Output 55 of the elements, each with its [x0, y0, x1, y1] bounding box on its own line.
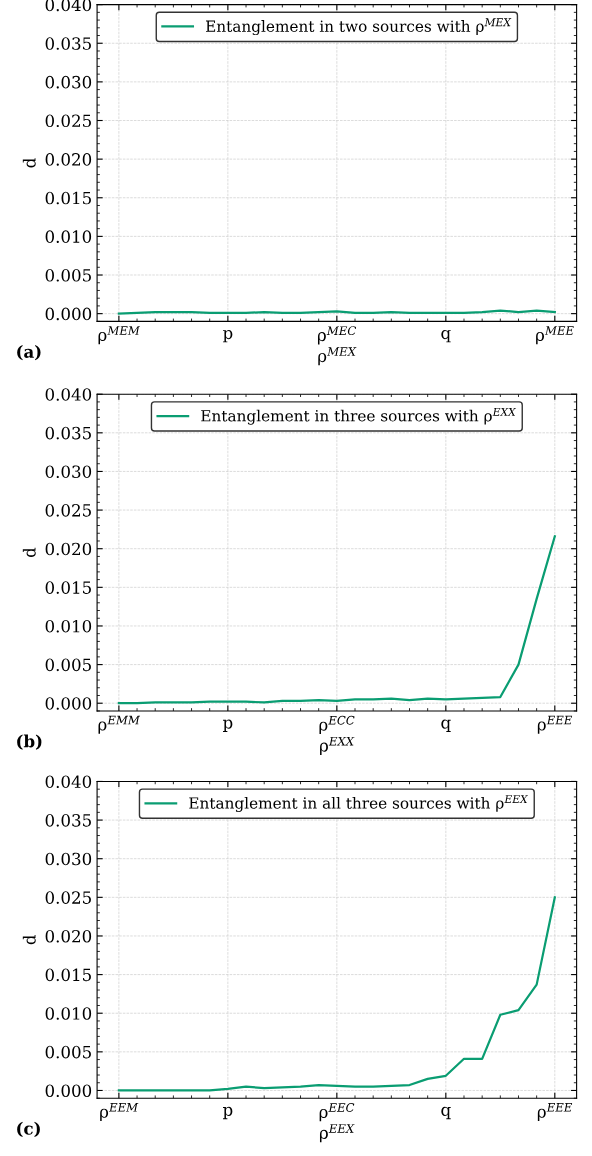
line-series	[117, 535, 556, 705]
y-axis-title: d	[22, 158, 36, 168]
x-tick-label: ρ$^{MEM}$	[98, 326, 141, 345]
text: (c)	[17, 1121, 40, 1138]
y-tick-label: 0.000	[45, 697, 92, 710]
y-tick-label: 0.020	[45, 929, 92, 943]
y-tick-label: 0.030	[45, 75, 92, 89]
y-tick-label: 0.025	[45, 114, 91, 128]
y-axis-title: d	[22, 934, 36, 945]
x-tick-label: ρ$^{EMM}$	[98, 715, 141, 734]
y-tick-label: 0.030	[45, 852, 92, 866]
y-tick-label: 0.040	[45, 775, 92, 789]
legend-label: Entanglement in three sources with ρ$^{EXX}$	[201, 407, 517, 425]
x-tick-label: ρ$^{MEE}$	[536, 326, 574, 345]
legend-label: Entanglement in all three sources with ρ$^{EEX}$	[189, 795, 529, 812]
x-tick-label: ρ$^{EEC}$	[319, 1103, 355, 1122]
y-tick-label: 0.015	[45, 581, 91, 594]
y-tick-label: 0.010	[45, 1007, 92, 1020]
x-tick-label: p	[223, 330, 233, 343]
y-tick-label: 0.005	[45, 268, 91, 282]
x-tick-label: p	[223, 1106, 233, 1120]
x-tick-label: p	[223, 719, 233, 732]
x-tick-label: ρ$^{EEM}$	[100, 1103, 139, 1122]
y-tick-label: 0.040	[45, 388, 92, 401]
x-tick-label: q	[441, 330, 451, 343]
y-tick-label: 0.005	[45, 1045, 91, 1059]
y-axis-title: d	[22, 547, 36, 558]
x-tick-label: ρ$^{EEE}$	[537, 715, 573, 734]
y-tick-label: 0.000	[45, 307, 92, 321]
y-tick-label: 0.000	[45, 1084, 92, 1098]
x-tick-label: ρ$^{ECC}$	[319, 715, 355, 734]
text: (a)	[17, 344, 41, 361]
y-tick-label: 0.035	[45, 37, 91, 50]
y-tick-label: 0.020	[45, 153, 92, 166]
y-tick-label: 0.005	[45, 658, 91, 672]
x-axis-title: ρ$^{MEX}$	[318, 347, 357, 366]
y-tick-label: 0.025	[45, 891, 91, 904]
y-tick-label: 0.015	[45, 191, 91, 205]
x-axis-title: ρ$^{EEX}$	[319, 1124, 355, 1143]
y-tick-label: 0.025	[45, 504, 91, 517]
x-tick-label: ρ$^{MEC}$	[317, 326, 357, 345]
legend-label: Entanglement in two sources with ρ$^{MEX}$	[206, 18, 512, 36]
text: (b)	[17, 734, 42, 750]
x-axis-title: ρ$^{EXX}$	[320, 736, 355, 755]
x-tick-label: q	[441, 1106, 451, 1120]
y-tick-label: 0.020	[45, 542, 92, 556]
y-tick-label: 0.010	[45, 230, 92, 243]
y-tick-label: 0.035	[45, 426, 91, 440]
x-tick-label: ρ$^{EEE}$	[537, 1103, 573, 1122]
y-tick-label: 0.015	[45, 968, 91, 982]
y-tick-label: 0.030	[45, 465, 92, 479]
y-tick-label: 0.035	[45, 814, 91, 827]
x-tick-label: q	[441, 719, 451, 732]
y-tick-label: 0.010	[45, 619, 92, 633]
line-series	[117, 896, 556, 1092]
